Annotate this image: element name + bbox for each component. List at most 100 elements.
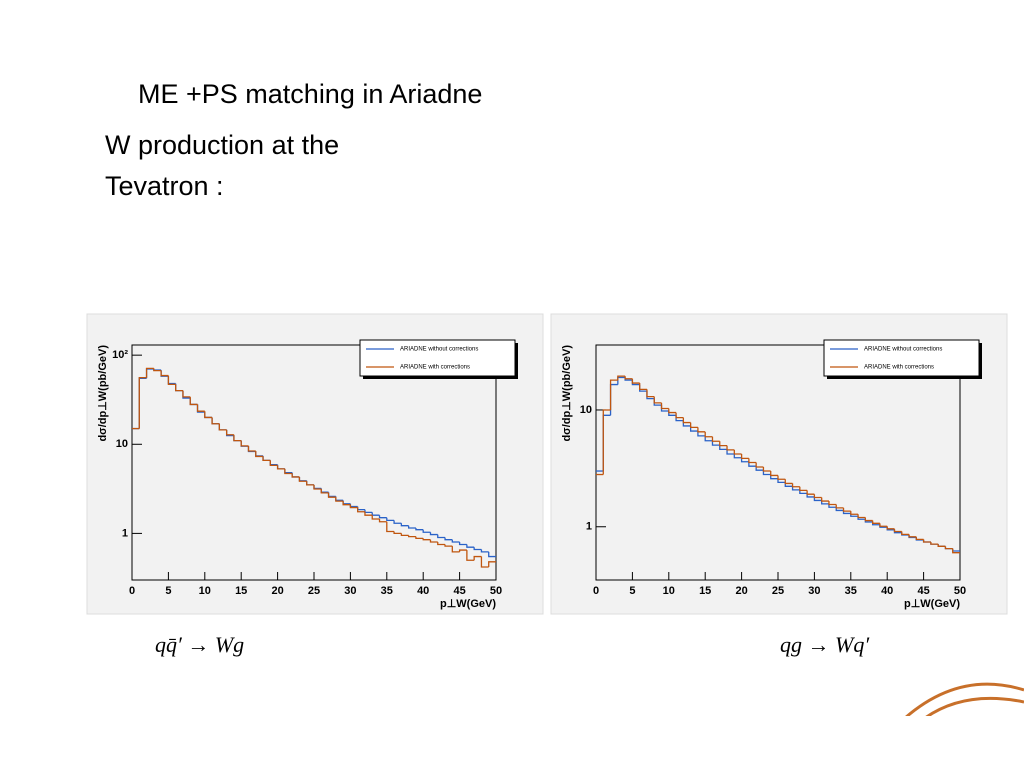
histogram-step: [342, 501, 351, 506]
legend-label: ARIADNE without corrections: [400, 347, 478, 353]
histogram-step: [653, 396, 662, 404]
histogram-step: [218, 423, 227, 431]
x-tick-label: 15: [699, 585, 711, 597]
histogram-step: [189, 396, 198, 406]
histogram-step: [791, 483, 800, 488]
histogram-step: [879, 523, 888, 527]
x-tick-label: 0: [593, 585, 599, 597]
histogram-step: [320, 488, 329, 494]
x-tick-label: 25: [308, 585, 320, 597]
histogram-step: [631, 378, 640, 384]
histogram-step: [422, 538, 431, 541]
histogram-step: [937, 544, 946, 547]
x-axis-label: p⊥W(GeV): [440, 598, 496, 610]
histogram-step: [349, 504, 358, 509]
histogram-step: [799, 489, 808, 495]
histogram-step: [153, 368, 162, 372]
y-axis-label: dσ/dp⊥W(pb/GeV): [97, 345, 109, 442]
histogram-step: [138, 376, 147, 429]
histogram-step: [930, 542, 939, 545]
histogram-step: [182, 390, 191, 398]
histogram-step: [466, 544, 475, 548]
logo-arc: [924, 696, 1024, 720]
histogram-step: [813, 494, 822, 499]
histogram-step: [791, 486, 800, 491]
histogram-step: [480, 556, 489, 568]
histogram-step: [335, 497, 344, 502]
x-tick-label: 20: [271, 585, 283, 597]
histogram-step: [400, 533, 409, 537]
histogram-step: [225, 429, 234, 436]
plot-area: [131, 344, 497, 581]
x-tick-label: 0: [129, 585, 135, 597]
histogram-step: [444, 544, 453, 547]
histogram-step: [262, 456, 271, 462]
histogram-step: [821, 497, 829, 502]
histogram-step: [327, 492, 336, 498]
x-tick-label: 50: [954, 585, 966, 597]
y-axis-label: dσ/dp⊥W(pb/GeV): [561, 345, 573, 442]
histogram-step: [415, 536, 424, 539]
histogram-step: [711, 440, 720, 446]
histogram-step: [733, 449, 742, 455]
histogram-step: [488, 561, 496, 567]
histogram-step: [393, 531, 402, 535]
y-tick-label: 10: [580, 404, 592, 416]
histogram-step: [269, 460, 278, 467]
histogram-step: [437, 542, 446, 546]
histogram-step: [407, 535, 416, 538]
chart: 0 5 10 15 20 25 30 35 40 45 50 1 10 10² p⊥W(GeV) dσ/dp⊥…: [86, 313, 544, 615]
histogram-step: [291, 473, 300, 478]
histogram-step: [473, 547, 482, 551]
logo: [904, 682, 1024, 720]
histogram-step: [748, 461, 757, 467]
histogram-step: [704, 435, 713, 442]
histogram-step: [886, 526, 895, 530]
legend-label: ARIADNE with corrections: [864, 365, 934, 371]
histogram-step: [386, 521, 395, 533]
histogram-step: [415, 527, 424, 531]
caption: qq̄′ → Wg: [155, 632, 244, 657]
histogram-step: [726, 449, 735, 455]
histogram-step: [378, 519, 387, 523]
histogram-step: [842, 507, 851, 512]
histogram-step: [748, 458, 757, 464]
histogram-step: [480, 549, 489, 553]
histogram-step: [864, 517, 873, 522]
y-tick-label: 10²: [112, 349, 128, 361]
histogram-step: [378, 515, 387, 519]
histogram-step: [444, 537, 453, 541]
histogram-step: [704, 431, 713, 438]
histogram-step: [660, 402, 669, 410]
histogram-step: [429, 532, 438, 536]
histogram-step: [770, 471, 778, 477]
y-tick-label: 1: [586, 521, 592, 533]
histogram-step: [386, 517, 395, 522]
histogram-step: [639, 383, 647, 391]
histogram-step: [371, 515, 380, 520]
histogram-step: [284, 468, 293, 475]
histogram-step: [422, 529, 431, 533]
histogram-step: [740, 453, 749, 460]
legend-label: ARIADNE without corrections: [864, 347, 942, 353]
histogram-step: [871, 520, 880, 524]
histogram-step: [777, 475, 786, 480]
histogram-step: [675, 412, 684, 419]
x-tick-label: 25: [772, 585, 784, 597]
histogram-step: [915, 536, 924, 541]
histogram-step: [689, 422, 698, 428]
histogram-step: [835, 504, 844, 509]
histogram-step: [755, 462, 764, 468]
histogram-step: [646, 389, 655, 398]
histogram-step: [196, 404, 205, 412]
histogram-step: [204, 411, 213, 419]
histogram-step: [407, 525, 416, 529]
histogram-step: [458, 549, 467, 552]
x-tick-label: 5: [165, 585, 171, 597]
histogram-step: [313, 484, 322, 490]
x-tick-label: 50: [490, 585, 502, 597]
histogram-step: [451, 546, 460, 553]
histogram-step: [697, 427, 706, 433]
histogram-step: [726, 445, 735, 451]
histogram-step: [624, 376, 633, 380]
